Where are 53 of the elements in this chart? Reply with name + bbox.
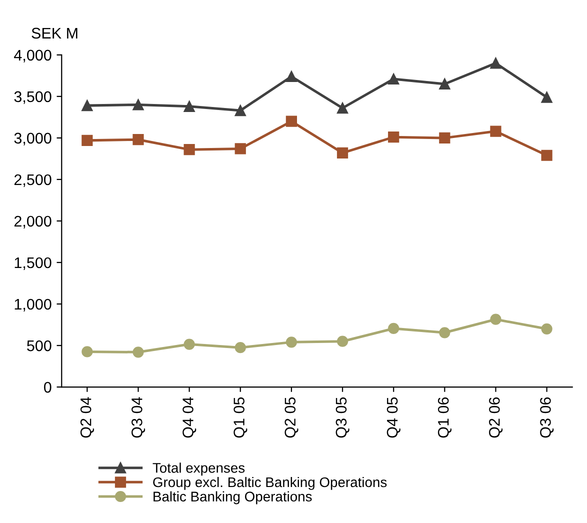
x-tick-label: Q1 06 xyxy=(438,397,452,438)
x-tick-label: Q1 05 xyxy=(234,397,248,438)
y-axis-title: SEK M xyxy=(32,28,78,39)
x-tick-label: Q3 04 xyxy=(132,397,146,438)
x-tick-label: Q2 05 xyxy=(284,397,298,438)
y-tick-label: 3,500 xyxy=(14,91,52,104)
point xyxy=(234,143,246,154)
point xyxy=(490,126,502,137)
legend-label: Total expenses xyxy=(152,462,245,476)
point xyxy=(234,342,246,354)
point xyxy=(336,147,348,158)
point xyxy=(234,104,246,116)
point xyxy=(82,100,93,112)
x-tick-label: Q3 05 xyxy=(336,397,350,438)
point xyxy=(439,78,450,90)
y-tick-label: 0 xyxy=(44,382,52,393)
y-tick-label: 4,000 xyxy=(14,50,52,62)
point xyxy=(132,99,144,110)
point xyxy=(388,73,400,85)
point xyxy=(336,336,348,347)
point xyxy=(388,322,400,334)
legend-label: Group excl. Baltic Banking Operations xyxy=(153,476,387,490)
point xyxy=(286,116,297,127)
x-tick-label: Q3 06 xyxy=(540,397,554,438)
point xyxy=(286,336,297,348)
point xyxy=(184,144,195,156)
point xyxy=(541,323,552,334)
point xyxy=(541,92,552,103)
point xyxy=(184,338,195,350)
y-tick-label: 1,500 xyxy=(14,257,52,270)
point xyxy=(132,346,144,358)
x-tick-label: Q2 06 xyxy=(489,397,503,438)
point xyxy=(336,102,348,114)
point xyxy=(439,132,450,144)
legend-label: Baltic Banking Operations xyxy=(154,491,312,504)
y-tick-label: 2,500 xyxy=(14,174,52,187)
point xyxy=(490,314,502,325)
y-tick-label: 2,000 xyxy=(14,216,52,228)
point xyxy=(388,132,400,143)
x-tick-label: Q4 05 xyxy=(386,397,400,438)
point xyxy=(184,100,195,112)
point xyxy=(286,70,297,82)
point xyxy=(82,134,93,146)
point xyxy=(439,327,450,338)
point xyxy=(541,150,552,161)
y-tick-label: 3,000 xyxy=(14,132,52,146)
y-tick-label: 500 xyxy=(27,340,52,352)
point xyxy=(82,346,93,358)
x-tick-label: Q2 04 xyxy=(80,397,94,438)
y-tick-label: 1,000 xyxy=(14,298,52,312)
point xyxy=(490,58,502,69)
x-tick-label: Q4 04 xyxy=(182,397,196,438)
point xyxy=(132,134,144,146)
